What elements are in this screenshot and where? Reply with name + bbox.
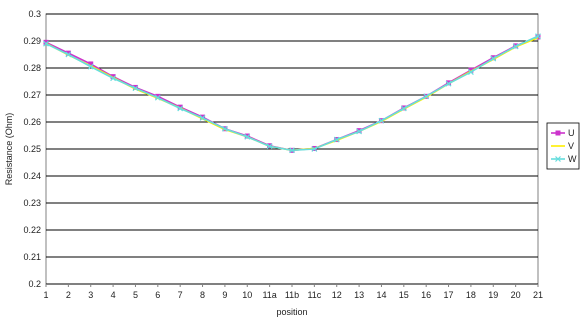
data-point bbox=[555, 130, 561, 136]
y-tick-label: 0.25 bbox=[23, 144, 41, 154]
data-point bbox=[311, 146, 318, 152]
y-tick-label: 0.22 bbox=[23, 225, 41, 235]
y-tick-label: 0.2 bbox=[28, 279, 41, 289]
legend-label: U bbox=[568, 128, 575, 138]
x-axis-title: position bbox=[276, 307, 307, 317]
data-point bbox=[467, 69, 474, 75]
series-W bbox=[43, 33, 541, 154]
series-lines bbox=[43, 33, 541, 154]
x-tick-label: 6 bbox=[155, 290, 160, 300]
data-point bbox=[333, 136, 340, 143]
x-tick-label: 15 bbox=[399, 290, 409, 300]
x-tick-label: 11b bbox=[285, 290, 299, 300]
legend-label: V bbox=[568, 141, 574, 151]
data-point bbox=[110, 75, 117, 82]
x-tick-label: 14 bbox=[376, 290, 386, 300]
x-tick-labels: 1 2 3 4 5 6 7 8 9 10 11a 11b 11c 12 13 14 15 16 17 18 19 20 21 bbox=[43, 284, 543, 300]
data-point bbox=[490, 55, 497, 62]
y-tick-label: 0.26 bbox=[23, 117, 41, 127]
data-point bbox=[65, 50, 71, 56]
x-tick-label: 5 bbox=[133, 290, 138, 300]
x-tick-label: 19 bbox=[488, 290, 498, 300]
x-tick-label: 11c bbox=[307, 290, 321, 300]
x-tick-label: 18 bbox=[466, 290, 476, 300]
data-point bbox=[423, 93, 430, 100]
y-axis-title: Resistance (Ohm) bbox=[4, 113, 14, 186]
data-point bbox=[512, 43, 519, 50]
x-tick-label: 1 bbox=[43, 290, 48, 300]
data-point bbox=[221, 125, 228, 132]
legend-item-V: V bbox=[551, 141, 574, 151]
x-tick-label: 13 bbox=[354, 290, 364, 300]
y-tick-label: 0.3 bbox=[28, 9, 41, 19]
data-point bbox=[378, 117, 385, 124]
data-point bbox=[266, 143, 273, 150]
x-tick-label: 2 bbox=[66, 290, 71, 300]
data-point bbox=[87, 63, 94, 70]
data-point bbox=[177, 105, 184, 112]
data-point bbox=[199, 115, 206, 121]
y-tick-label: 0.23 bbox=[23, 198, 41, 208]
data-point bbox=[555, 156, 561, 162]
x-tick-label: 3 bbox=[88, 290, 93, 300]
data-point bbox=[154, 94, 161, 101]
y-tick-labels: 0.2 0.21 0.22 0.23 0.24 0.25 0.26 0.27 0.28 0.29 0… bbox=[23, 9, 41, 289]
data-point bbox=[356, 128, 363, 135]
legend-label: W bbox=[568, 154, 577, 164]
data-point bbox=[289, 147, 295, 154]
x-tick-label: 16 bbox=[421, 290, 431, 300]
y-tick-label: 0.28 bbox=[23, 63, 41, 73]
legend-item-U: U bbox=[551, 128, 575, 138]
x-tick-label: 17 bbox=[444, 290, 454, 300]
legend-item-W: W bbox=[551, 154, 577, 164]
data-point bbox=[43, 40, 49, 47]
data-point bbox=[535, 33, 541, 40]
data-point bbox=[400, 105, 407, 112]
data-point bbox=[43, 39, 49, 45]
data-point bbox=[445, 80, 452, 87]
data-point bbox=[88, 61, 94, 67]
x-tick-label: 10 bbox=[242, 290, 252, 300]
y-tick-label: 0.29 bbox=[23, 36, 41, 46]
x-tick-label: 8 bbox=[200, 290, 205, 300]
x-tick-label: 12 bbox=[332, 290, 342, 300]
data-point bbox=[65, 51, 72, 58]
y-tick-label: 0.24 bbox=[23, 171, 41, 181]
grid-lines bbox=[46, 13, 538, 285]
x-tick-label: 21 bbox=[533, 290, 543, 300]
y-tick-label: 0.21 bbox=[23, 252, 41, 262]
data-point bbox=[468, 67, 474, 73]
legend: UVW bbox=[546, 122, 580, 170]
y-tick-label: 0.27 bbox=[23, 90, 41, 100]
x-tick-label: 11a bbox=[262, 290, 276, 300]
data-point bbox=[244, 133, 251, 140]
x-tick-label: 20 bbox=[511, 290, 521, 300]
data-point bbox=[132, 85, 139, 92]
x-tick-label: 9 bbox=[222, 290, 227, 300]
data-point bbox=[155, 93, 161, 99]
x-tick-label: 4 bbox=[111, 290, 116, 300]
x-tick-label: 7 bbox=[178, 290, 183, 300]
